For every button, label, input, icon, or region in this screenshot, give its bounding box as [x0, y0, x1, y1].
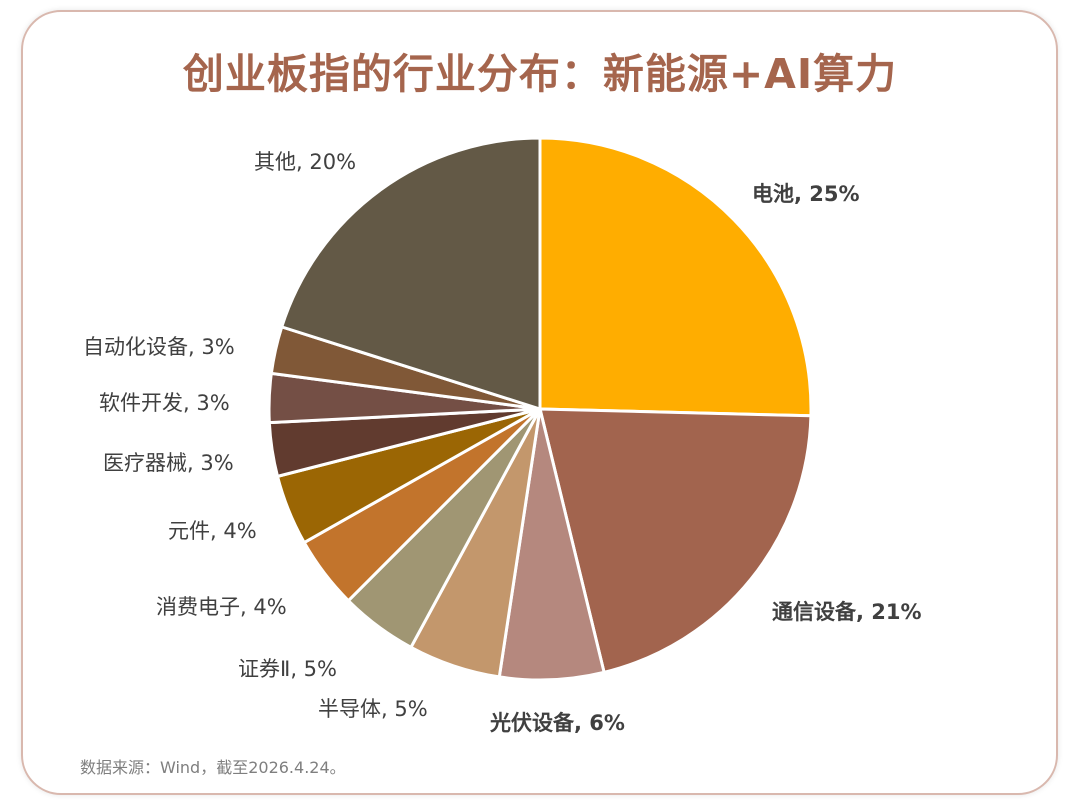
slice-label: 元件, 4%	[168, 519, 257, 543]
slice-label: 软件开发, 3%	[99, 391, 230, 415]
slice-label: 消费电子, 4%	[156, 595, 287, 619]
pie-slice-0	[538, 136, 813, 418]
pie-slice-10	[280, 136, 542, 411]
slice-label: 电池, 25%	[752, 182, 860, 206]
slice-label: 光伏设备, 6%	[490, 711, 625, 735]
slice-label: 自动化设备, 3%	[83, 335, 235, 359]
slice-label: 证券Ⅱ, 5%	[238, 657, 338, 681]
data-source-note: 数据来源：Wind，截至2026.4.24。	[80, 758, 346, 777]
slice-label: 医疗器械, 3%	[103, 451, 234, 475]
slice-label: 通信设备, 21%	[772, 600, 922, 624]
chart-title: 创业板指的行业分布：新能源+AI算力	[182, 50, 898, 98]
slice-label: 其他, 20%	[254, 150, 357, 174]
pie-slice-1	[538, 407, 813, 674]
slice-label: 半导体, 5%	[318, 697, 428, 721]
